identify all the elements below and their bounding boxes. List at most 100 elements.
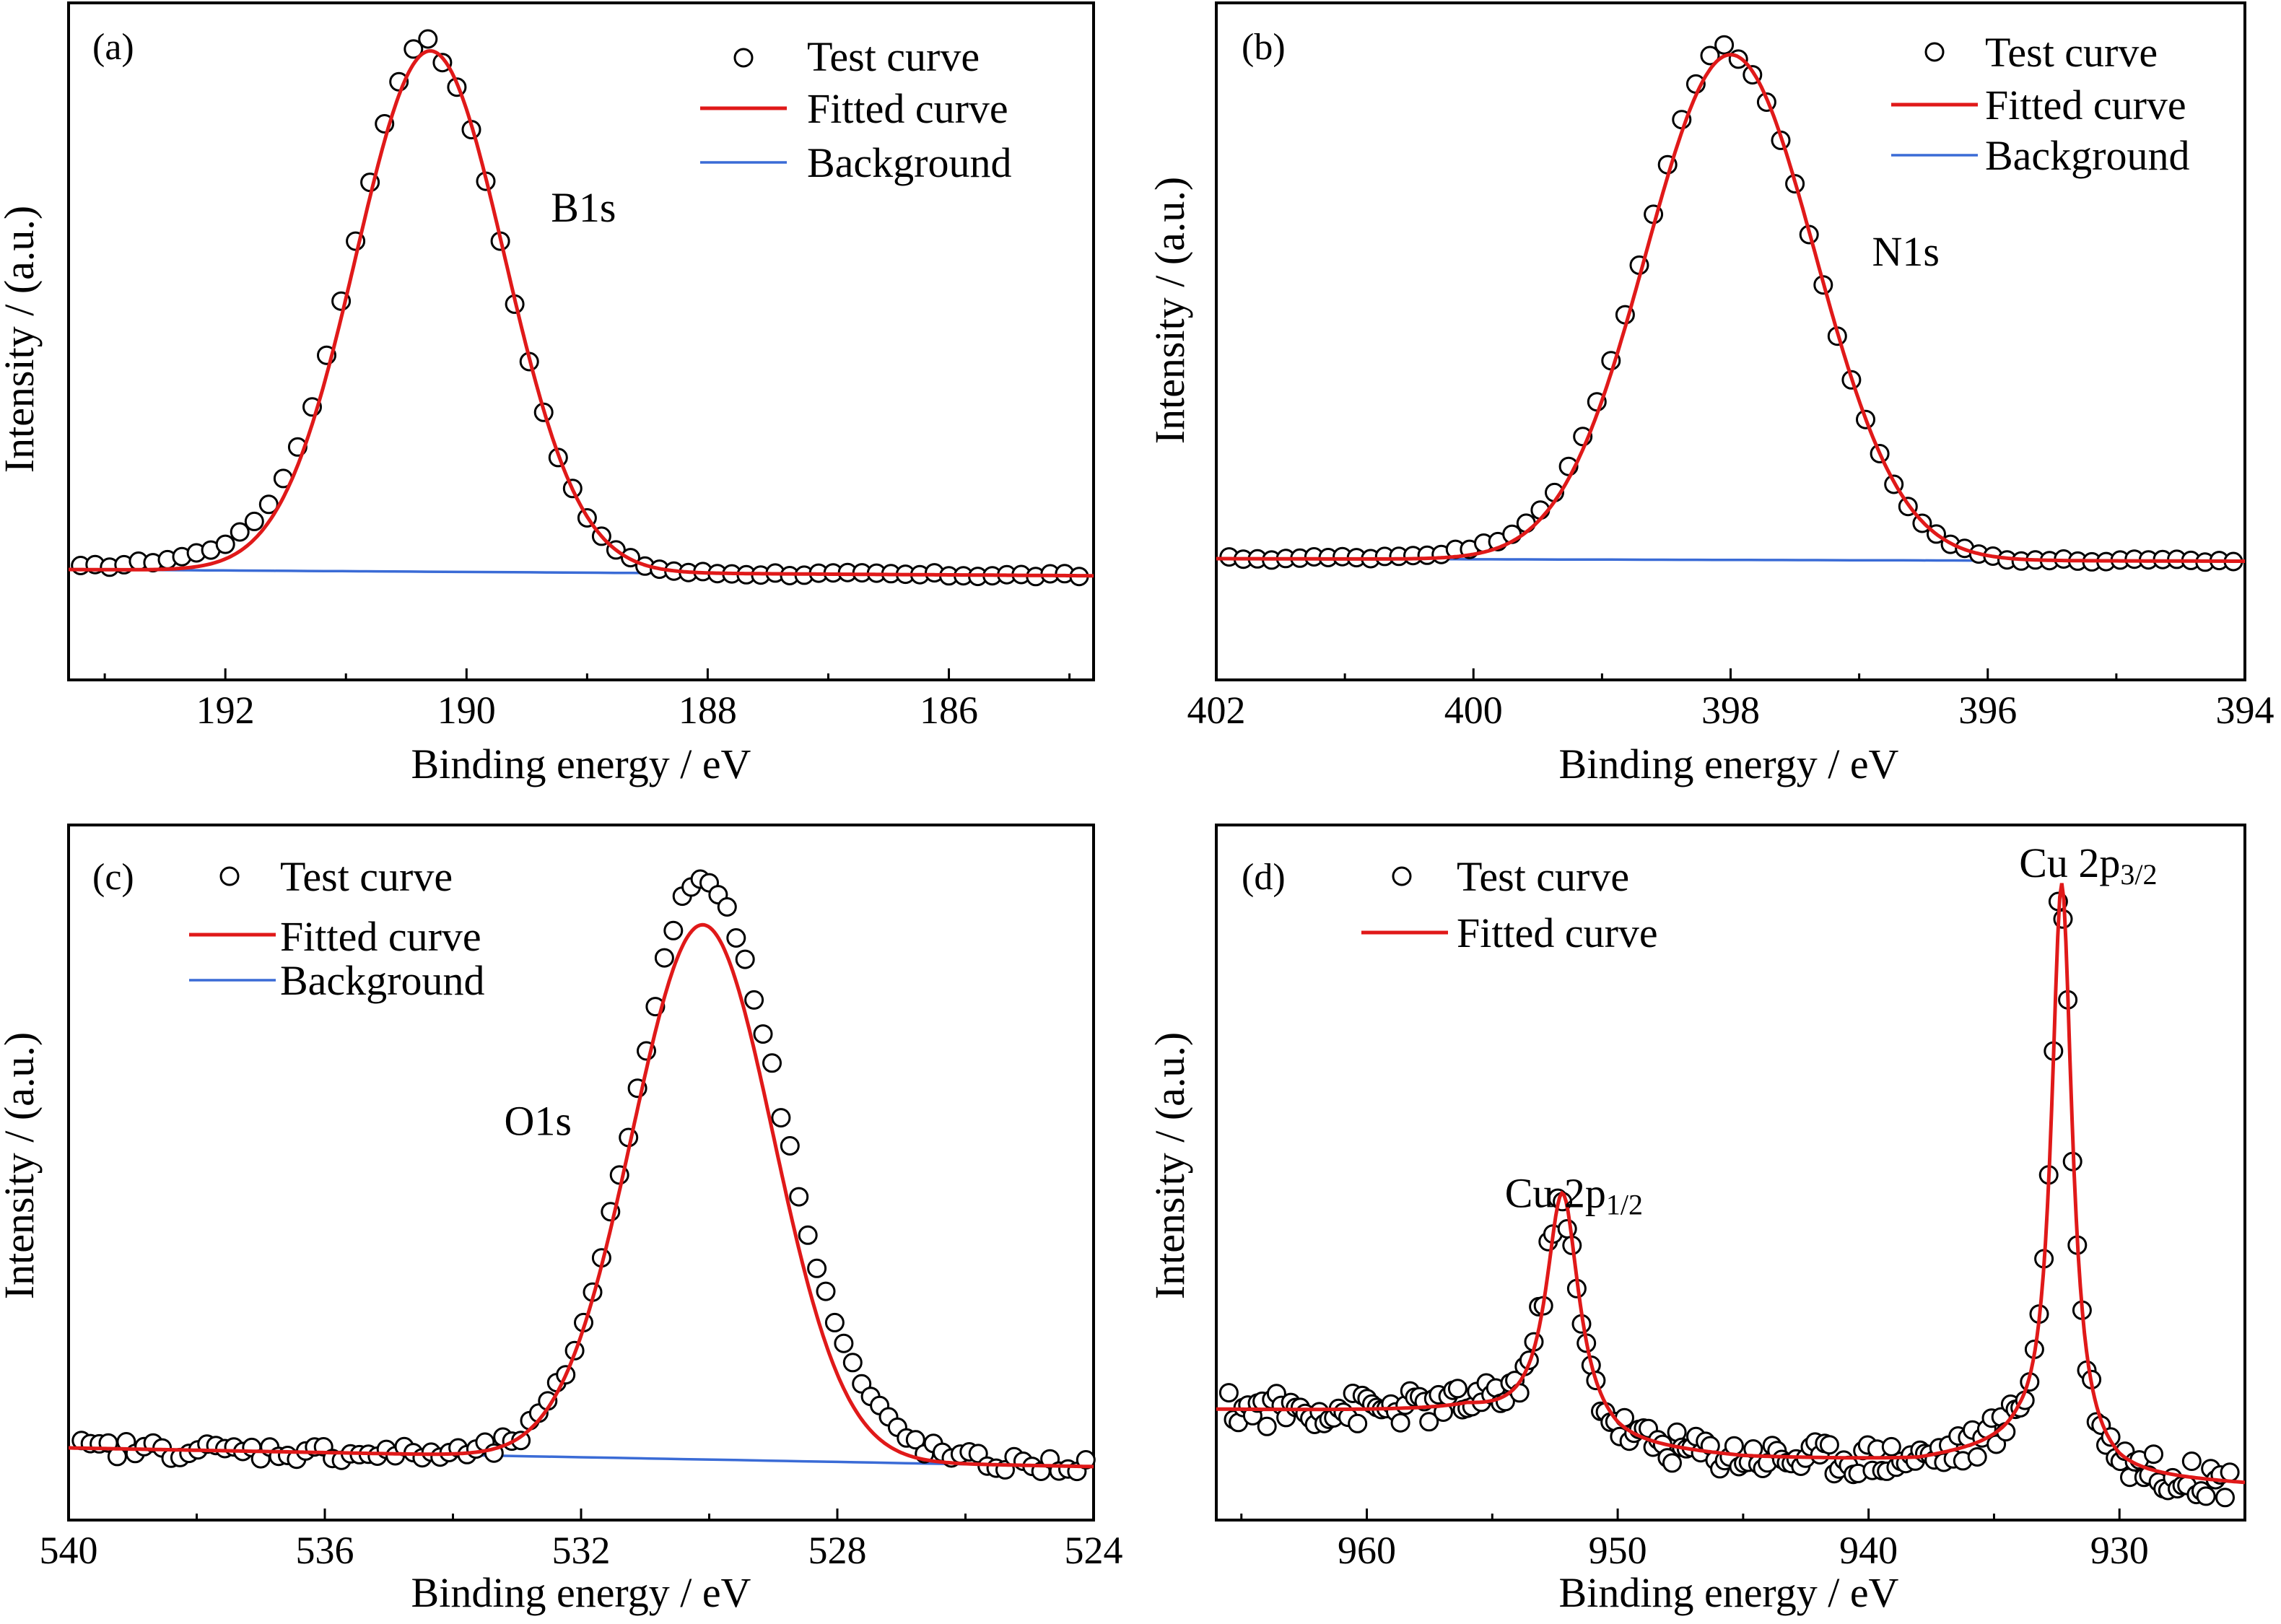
test-point	[258, 494, 279, 515]
legend-test-marker	[1392, 866, 1412, 886]
test-point	[753, 1024, 773, 1044]
peak-label: Cu 2p1/2	[1505, 1170, 1643, 1221]
test-point	[726, 928, 746, 948]
test-point	[418, 29, 438, 49]
panel-b-xlabel: Binding energy / eV	[1559, 741, 1899, 787]
panel-a-xlabel: Binding energy / eV	[411, 741, 751, 787]
test-point	[1419, 1412, 1439, 1432]
x-tick-label: 536	[296, 1529, 354, 1572]
test-point	[1557, 1219, 1577, 1239]
panel-c-legend: Test curve Fitted curve Background	[189, 853, 485, 1004]
test-point	[2144, 1444, 2163, 1464]
panel-c-xlabel: Binding energy / eV	[411, 1569, 751, 1616]
test-point	[780, 1136, 800, 1156]
panel-a-b1s: 192 190 188 186 (a) Binding energy / eV Int…	[0, 1, 1095, 787]
test-point	[1700, 45, 1720, 66]
legend-test-label: Test curve	[807, 33, 980, 80]
test-curve-points	[71, 869, 1096, 1482]
test-point	[1714, 35, 1735, 55]
test-point	[1348, 1413, 1368, 1433]
test-point	[215, 534, 235, 554]
test-point	[244, 511, 264, 531]
x-tick-label: 394	[2216, 689, 2275, 732]
test-point	[816, 1281, 836, 1301]
test-point	[1967, 1447, 1987, 1467]
x-tick-label: 528	[808, 1529, 867, 1572]
test-point	[771, 1108, 791, 1128]
test-point	[1076, 1450, 1096, 1470]
test-point	[1819, 1435, 1839, 1455]
test-point	[789, 1187, 809, 1207]
fitted-curve	[1216, 883, 2246, 1485]
test-point	[2215, 1488, 2235, 1508]
panel-d-frame	[1215, 824, 2246, 1522]
test-point	[1257, 1416, 1277, 1436]
panel-c-o1s: 540 536 532 528 524 (c) Binding energy / eV …	[0, 824, 1123, 1616]
panel-a-legend: Test curve Fitted curve Background	[700, 33, 1012, 186]
x-tick-label: 188	[679, 689, 737, 732]
test-point	[1218, 1383, 1239, 1403]
test-curve-points	[1218, 891, 2240, 1508]
panel-b-legend: Test curve Fitted curve Background	[1891, 29, 2190, 179]
x-tick-label: 524	[1065, 1529, 1123, 1572]
x-tick-label: 400	[1444, 689, 1503, 732]
peak-label: O1s	[505, 1098, 572, 1145]
test-point	[834, 1333, 854, 1353]
panel-d-cu2p: 960 950 940 930 (d) Binding energy / eV Int…	[1146, 824, 2246, 1616]
x-tick-label: 540	[40, 1529, 98, 1572]
x-tick-label: 396	[1958, 689, 2017, 732]
x-tick-label: 532	[552, 1529, 611, 1572]
panel-c-label: (c)	[92, 857, 134, 898]
x-tick-label: 398	[1701, 689, 1760, 732]
x-tick-label: 940	[1839, 1529, 1898, 1572]
x-tick-label: 402	[1187, 689, 1246, 732]
test-point	[762, 1053, 782, 1073]
panel-a-series	[68, 29, 1094, 587]
test-point	[842, 1353, 863, 1373]
x-tick-label: 190	[437, 689, 496, 732]
legend-fit-label: Fitted curve	[1457, 909, 1658, 956]
x-tick-label: 960	[1338, 1529, 1396, 1572]
fitted-curve	[69, 922, 1094, 1469]
panel-c-frame	[67, 824, 1095, 1522]
legend-test-label: Test curve	[1985, 29, 2158, 76]
test-point	[1724, 1436, 1744, 1456]
legend-background-label: Background	[807, 139, 1012, 186]
legend-fit-label: Fitted curve	[280, 913, 481, 960]
test-point	[2196, 1486, 2216, 1506]
legend-test-label: Test curve	[1457, 853, 1629, 900]
test-point	[1881, 1436, 1901, 1457]
panel-a-ticks: 192 190 188 186	[103, 668, 1071, 732]
legend-test-marker	[1924, 42, 1945, 62]
legend-test-marker	[733, 48, 754, 68]
panel-d-xlabel: Binding energy / eV	[1559, 1569, 1899, 1616]
test-point	[1390, 1413, 1410, 1433]
panel-b-series	[1216, 35, 2246, 572]
test-point	[2181, 1451, 2202, 1471]
legend-background-label: Background	[280, 957, 485, 1004]
test-point	[798, 1225, 818, 1245]
panel-b-n1s: 402 400 398 396 394 (b) Binding energy / eV …	[1146, 1, 2275, 787]
panel-a-frame	[67, 1, 1095, 681]
test-point	[744, 990, 764, 1010]
peak-label: Cu 2p3/2	[2019, 839, 2157, 891]
test-point	[1662, 1453, 1682, 1473]
test-point	[654, 948, 674, 968]
panel-b-ylabel: Intensity / (a.u.)	[1146, 177, 1193, 444]
legend-test-label: Test curve	[280, 853, 453, 900]
x-tick-label: 950	[1589, 1529, 1647, 1572]
panel-d-series	[1216, 883, 2246, 1508]
fitted-curve	[1216, 53, 2245, 563]
panel-c-ylabel: Intensity / (a.u.)	[0, 1032, 43, 1299]
x-tick-label: 186	[920, 689, 978, 732]
panel-a-ylabel: Intensity / (a.u.)	[0, 206, 43, 473]
panel-d-ticks: 960 950 940 930	[1240, 1509, 2246, 1572]
panel-b-ticks: 402 400 398 396 394	[1187, 668, 2275, 732]
test-point	[807, 1258, 827, 1278]
panel-c-series	[68, 869, 1096, 1482]
test-point	[404, 39, 424, 59]
panel-d-label: (d)	[1242, 857, 1286, 898]
test-point	[824, 1312, 845, 1332]
panel-a-label: (a)	[92, 27, 134, 68]
